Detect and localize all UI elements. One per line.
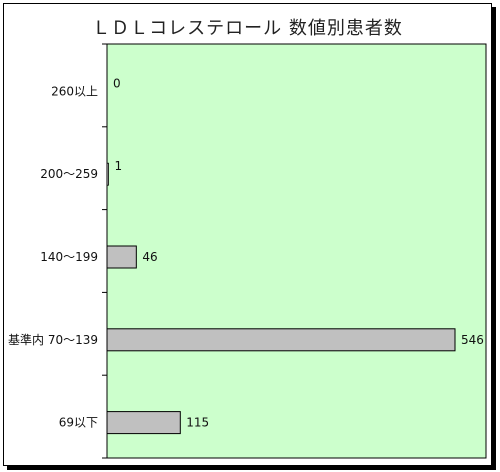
category-label: 69以下	[59, 416, 98, 430]
bars	[106, 162, 456, 435]
value-label: 1	[115, 159, 123, 173]
category-label: 基準内 70～139	[8, 332, 98, 347]
chart-title: ＬＤＬコレステロール 数値別患者数	[92, 18, 403, 39]
bar	[106, 245, 137, 269]
value-label: 46	[142, 250, 157, 264]
bar	[106, 162, 109, 186]
y-axis-ticks	[102, 43, 107, 459]
bar	[106, 411, 181, 435]
category-label: 140～199	[40, 250, 98, 264]
value-label: 115	[186, 416, 209, 430]
category-label: 200～259	[40, 167, 98, 181]
value-labels: 0 1 46 546 115	[113, 76, 484, 429]
plot-area	[106, 43, 487, 459]
value-label: 0	[113, 76, 121, 90]
category-labels: 260以上 200～259 140～199 基準内 70～139 69以下	[8, 84, 98, 429]
category-label: 260以上	[51, 84, 98, 98]
bar	[106, 328, 456, 352]
value-label: 546	[461, 333, 484, 347]
